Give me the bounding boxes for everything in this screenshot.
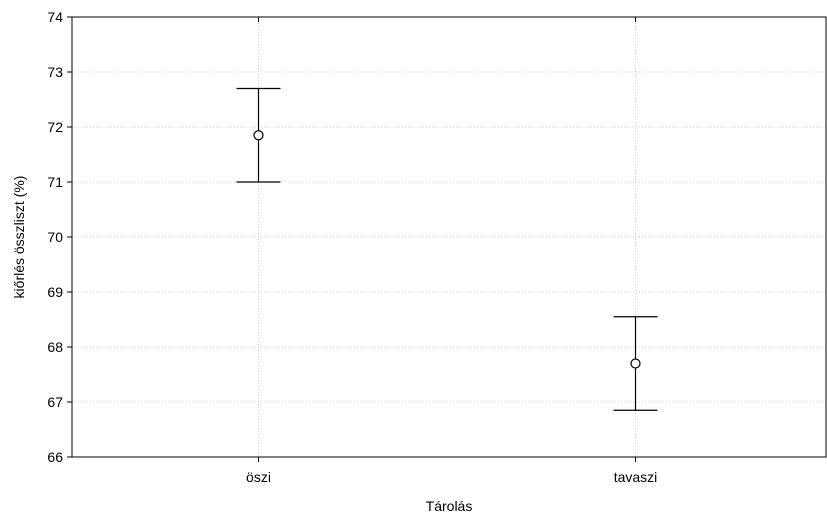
mean-point (630, 358, 641, 369)
y-tick-label: 69 (47, 284, 63, 300)
y-tick-label: 66 (47, 449, 63, 465)
y-tick-label: 70 (47, 229, 63, 245)
grid-lines (72, 17, 826, 457)
y-axis-title: kiőrlés összliszt (%) (11, 176, 27, 299)
y-tick-label: 72 (47, 119, 63, 135)
y-tick-label: 74 (47, 9, 63, 25)
axes: 66 67 68 69 70 71 72 73 74 öszi tavaszi (47, 9, 827, 485)
x-tick-label: öszi (246, 469, 271, 485)
data-marks (236, 87, 658, 411)
y-tick-label: 73 (47, 64, 63, 80)
x-tick-label: tavaszi (614, 469, 658, 485)
y-tick-label: 67 (47, 394, 63, 410)
x-axis-title: Tárolás (426, 498, 473, 514)
y-tick-label: 71 (47, 174, 63, 190)
y-tick-label: 68 (47, 339, 63, 355)
mean-point (253, 130, 264, 141)
plot-frame (71, 16, 827, 458)
